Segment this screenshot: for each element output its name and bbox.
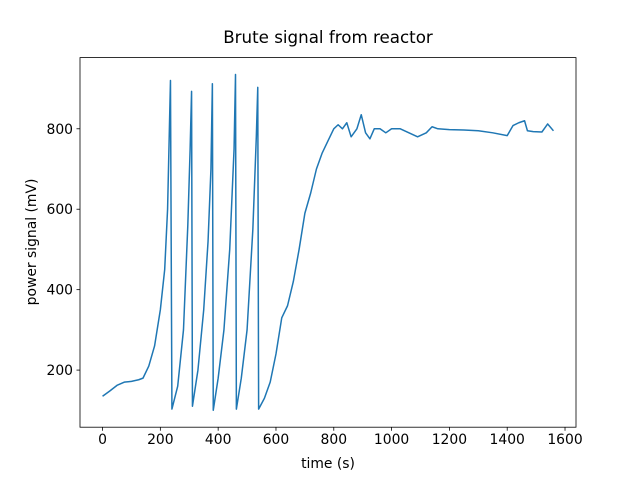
x-axis-label: time (s) [301,456,355,472]
y-tick-label: 200 [46,363,73,379]
x-tick-label: 600 [263,432,290,448]
x-tick-label: 1200 [432,432,467,448]
chart-title: Brute signal from reactor [223,27,433,47]
y-tick-label: 400 [46,283,73,299]
x-tick-label: 1600 [547,432,582,448]
x-tick-label: 1400 [490,432,525,448]
y-tick-label: 800 [46,122,73,138]
y-axis-label: power signal (mV) [24,179,40,306]
x-tick-label: 200 [147,432,174,448]
x-tick-label: 800 [321,432,348,448]
x-tick-label: 0 [98,432,107,448]
x-tick-label: 400 [205,432,232,448]
y-tick-label: 600 [46,202,73,218]
x-tick-label: 1000 [374,432,409,448]
axes-frame [79,57,577,428]
data-line [102,73,555,412]
